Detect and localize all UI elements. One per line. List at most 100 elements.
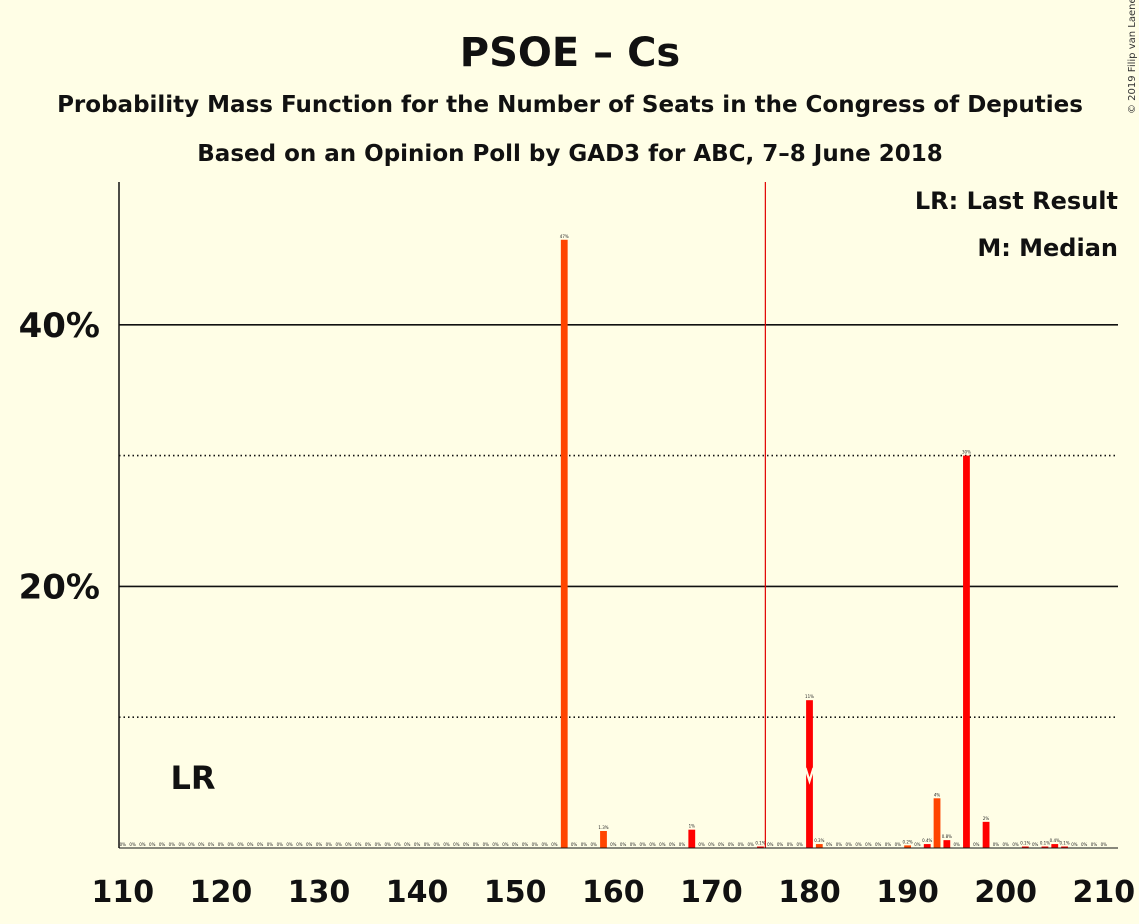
zero-label: 0% (198, 842, 205, 847)
bar-value-label: 47% (560, 234, 569, 239)
zero-label: 0% (630, 842, 637, 847)
bar-155 (560, 239, 568, 848)
bar-value-label: 0.4% (1050, 838, 1060, 843)
bar-190 (904, 845, 911, 848)
zero-label: 0% (129, 842, 136, 847)
zero-label: 0% (384, 842, 391, 847)
gridlines (119, 323, 1118, 719)
zero-label: 0% (257, 842, 264, 847)
x-axis-labels: 110 120 130 140 150 160 170 180 190 200 210 (91, 875, 1135, 910)
zero-label: 0% (208, 842, 215, 847)
zero-label: 0% (355, 842, 362, 847)
zero-label: 0% (787, 842, 794, 847)
zero-label: 0% (708, 842, 715, 847)
zero-label: 0% (885, 842, 892, 847)
bar-181 (815, 844, 823, 848)
zero-label: 0% (747, 842, 754, 847)
median-marker (804, 767, 815, 785)
zero-label: 0% (953, 842, 960, 847)
x-tick-label: 160 (582, 875, 645, 910)
zero-label: 0% (159, 842, 166, 847)
zero-label: 0% (218, 842, 225, 847)
bar-175 (757, 846, 764, 848)
zero-value-labels: 0% 0% 0% 0% 0% 0% 0% 0% 0% 0% 0% 0% 0% 0% 0% 0% 0% 0% 0% 0%… (120, 842, 1108, 847)
zero-label: 0% (1003, 842, 1010, 847)
zero-label: 0% (679, 842, 686, 847)
zero-label: 0% (973, 842, 980, 847)
zero-label: 0% (1071, 842, 1078, 847)
zero-label: 0% (836, 842, 843, 847)
x-tick-label: 180 (778, 875, 841, 910)
zero-label: 0% (669, 842, 676, 847)
bar-value-label: 0.2% (903, 839, 913, 844)
x-tick-label: 190 (876, 875, 939, 910)
bar-206 (1061, 846, 1068, 848)
zero-label: 0% (875, 842, 882, 847)
zero-label: 0% (865, 842, 872, 847)
y-tick-label: 20% (19, 567, 100, 607)
zero-label: 0% (277, 842, 284, 847)
bar-202 (1021, 846, 1029, 848)
zero-label: 0% (306, 842, 313, 847)
zero-label: 0% (473, 842, 480, 847)
bar-205 (1051, 844, 1059, 848)
zero-label: 0% (443, 842, 450, 847)
bar-value-label: 0.1% (1040, 841, 1050, 846)
zero-label: 0% (640, 842, 647, 847)
zero-label: 0% (492, 842, 499, 847)
bar-159 (600, 830, 607, 848)
zero-label: 0% (610, 842, 617, 847)
zero-label: 0% (404, 842, 411, 847)
bar-value-label: 0.3% (814, 838, 824, 843)
bar-196 (963, 455, 970, 848)
zero-label: 0% (316, 842, 323, 847)
zero-label: 0% (296, 842, 303, 847)
zero-label: 0% (335, 842, 342, 847)
last-result-label: LR (170, 759, 215, 797)
zero-label: 0% (591, 842, 598, 847)
zero-label: 0% (414, 842, 421, 847)
zero-label: 0% (483, 842, 490, 847)
x-tick-label: 150 (484, 875, 547, 910)
zero-label: 0% (767, 842, 774, 847)
zero-label: 0% (139, 842, 146, 847)
bar-value-label: 0.8% (942, 834, 952, 839)
zero-label: 0% (463, 842, 470, 847)
zero-label: 0% (777, 842, 784, 847)
zero-label: 0% (267, 842, 274, 847)
zero-label: 0% (522, 842, 529, 847)
x-tick-label: 200 (974, 875, 1037, 910)
zero-label: 0% (394, 842, 401, 847)
x-tick-label: 170 (680, 875, 743, 910)
zero-label: 0% (895, 842, 902, 847)
legend-last-result: LR: Last Result (915, 187, 1118, 215)
zero-label: 0% (120, 842, 127, 847)
zero-label: 0% (512, 842, 519, 847)
zero-label: 0% (797, 842, 804, 847)
bar-value-label: 11% (805, 694, 814, 699)
bar-value-label: 0.1% (1059, 841, 1069, 846)
zero-label: 0% (169, 842, 176, 847)
x-tick-label: 120 (190, 875, 253, 910)
zero-label: 0% (286, 842, 293, 847)
x-tick-label: 140 (386, 875, 449, 910)
zero-label: 0% (453, 842, 460, 847)
bar-value-label: 2% (983, 816, 990, 821)
zero-label: 0% (502, 842, 509, 847)
zero-label: 0% (541, 842, 548, 847)
zero-label: 0% (855, 842, 862, 847)
zero-label: 0% (149, 842, 156, 847)
zero-label: 0% (188, 842, 195, 847)
zero-label: 0% (1012, 842, 1019, 847)
zero-label: 0% (424, 842, 431, 847)
bar-value-label: 30% (962, 450, 971, 455)
zero-label: 0% (718, 842, 725, 847)
chart-title: PSOE – Cs (460, 30, 680, 76)
zero-label: 0% (434, 842, 441, 847)
bar-value-label: 1% (689, 824, 696, 829)
zero-label: 0% (914, 842, 921, 847)
bar-168 (688, 829, 696, 848)
bar-value-label: 0.1% (755, 841, 765, 846)
zero-label: 0% (365, 842, 372, 847)
bar-194 (943, 840, 951, 848)
